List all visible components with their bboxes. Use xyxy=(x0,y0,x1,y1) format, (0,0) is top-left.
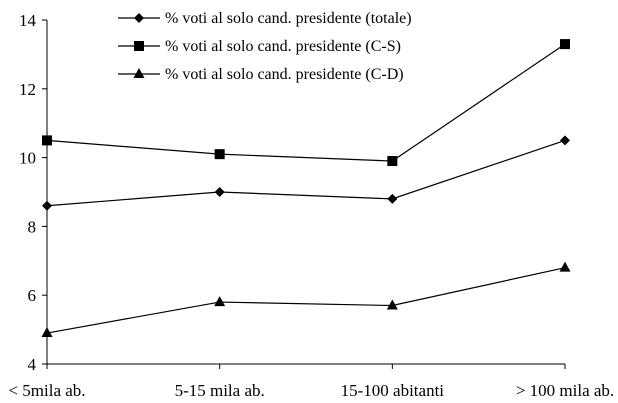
y-tick-label: 10 xyxy=(19,149,36,168)
data-point-triangle xyxy=(559,261,571,272)
data-point-diamond xyxy=(560,135,570,146)
x-tick-label: 5-15 mila ab. xyxy=(175,381,265,400)
x-tick-label: 15-100 abitanti xyxy=(341,381,445,400)
data-point-diamond xyxy=(42,200,52,211)
legend-marker-diamond xyxy=(134,13,144,23)
x-tick-label: < 5mila ab. xyxy=(8,381,85,400)
data-point-square xyxy=(42,135,52,146)
x-tick-label: > 100 mila ab. xyxy=(516,381,614,400)
series-line-diamond xyxy=(46,139,566,207)
data-point-diamond xyxy=(214,187,225,197)
y-tick-label: 8 xyxy=(28,217,37,236)
y-tick-label: 14 xyxy=(19,11,37,30)
series-line-triangle xyxy=(46,267,566,334)
legend-marker-square xyxy=(134,41,144,51)
legend-label: % voti al solo cand. presidente (C-D) xyxy=(165,66,404,83)
data-point-triangle xyxy=(386,299,398,310)
data-point-diamond xyxy=(387,193,398,204)
data-point-triangle xyxy=(214,296,226,307)
y-tick-label: 4 xyxy=(28,355,37,374)
y-tick-label: 6 xyxy=(28,286,37,305)
data-point-square xyxy=(214,149,225,160)
data-point-triangle xyxy=(41,327,53,338)
y-tick-label: 12 xyxy=(19,80,36,99)
legend-label: % voti al solo cand. presidente (C-S) xyxy=(165,38,401,55)
data-point-square xyxy=(560,39,570,50)
data-point-square xyxy=(387,156,398,167)
legend-marker-triangle xyxy=(133,68,145,78)
legend-label: % voti al solo cand. presidente (totale) xyxy=(165,10,412,27)
series-line-square xyxy=(46,43,566,162)
